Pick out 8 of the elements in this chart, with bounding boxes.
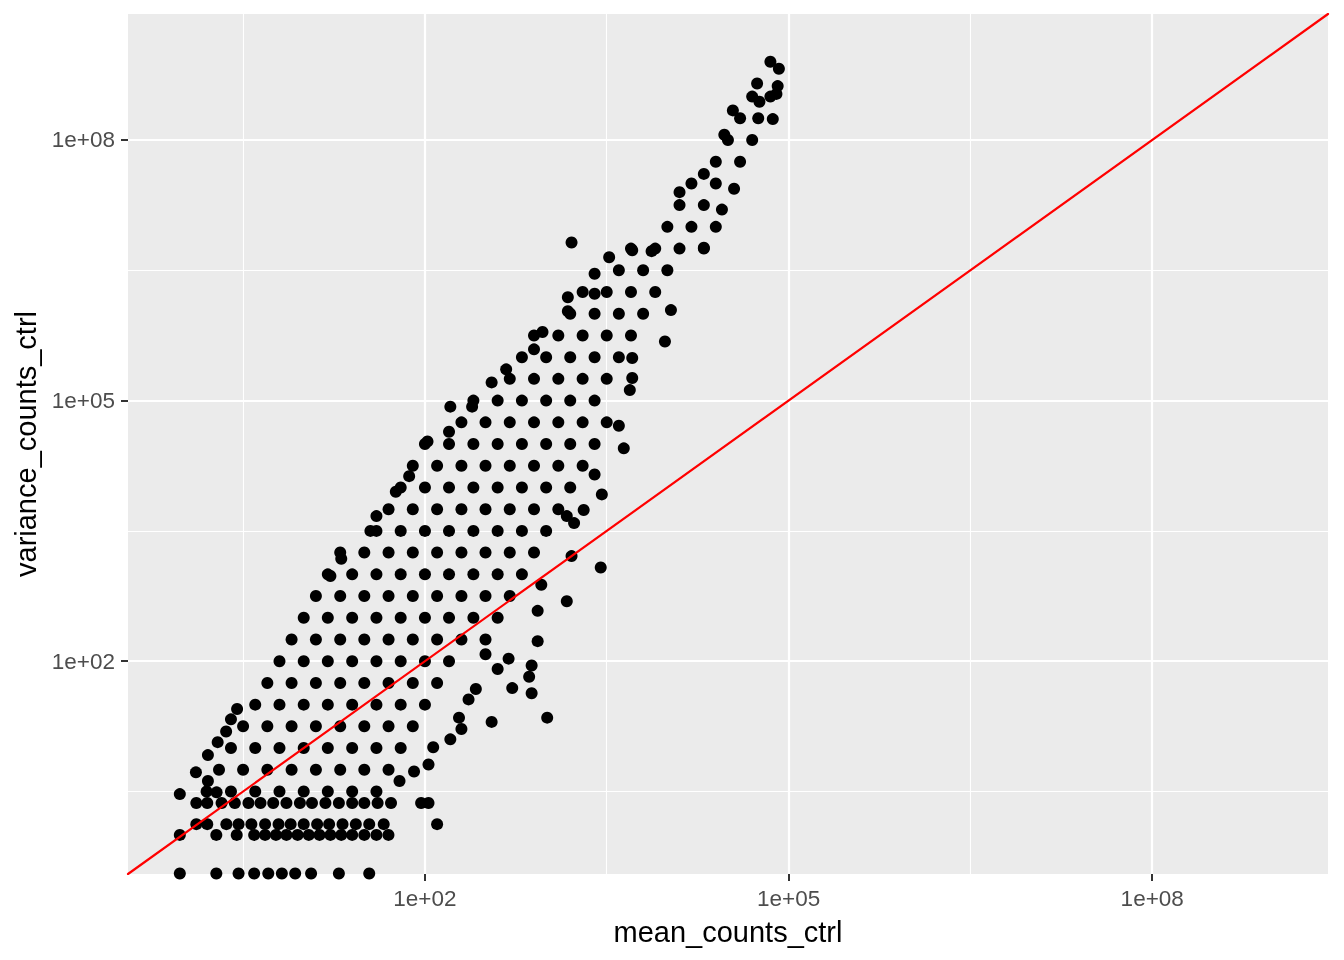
y-axis-title: variance_counts_ctrl bbox=[10, 311, 43, 577]
y-tick-label: 1e+02 bbox=[51, 648, 115, 674]
y-tick-label: 1e+05 bbox=[51, 388, 115, 414]
x-tick-label: 1e+05 bbox=[756, 886, 821, 911]
x-tick-label: 1e+02 bbox=[393, 886, 457, 911]
y-tick-label: 1e+08 bbox=[51, 127, 115, 153]
x-axis-title: mean_counts_ctrl bbox=[613, 915, 843, 948]
x-tick-label: 1e+08 bbox=[1120, 886, 1184, 911]
